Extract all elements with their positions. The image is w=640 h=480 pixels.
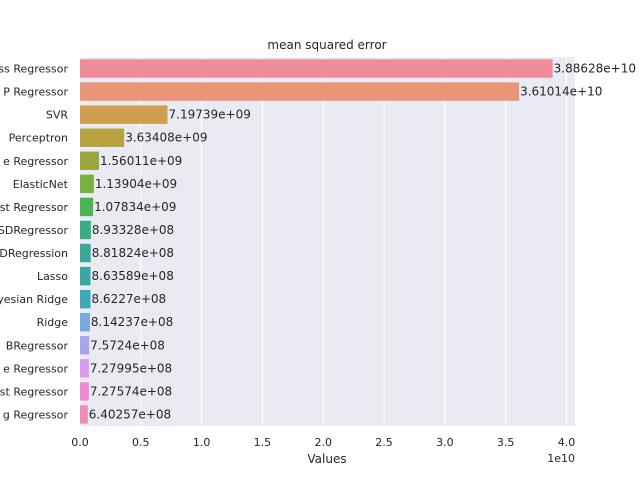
data-label: 3.63408e+09	[125, 131, 207, 145]
bar	[80, 220, 91, 240]
data-label: 1.13904e+09	[95, 177, 177, 191]
category-label: ss Regressor	[0, 63, 68, 76]
bar	[80, 312, 90, 332]
bar	[80, 128, 125, 147]
bar	[80, 243, 91, 263]
category-labels: ss Regressor P Regressor SVR Perceptron e Re…	[0, 63, 69, 422]
category-label: e Regressor	[3, 155, 68, 168]
bar	[80, 59, 553, 78]
bar	[80, 151, 99, 171]
data-label: 1.56011e+09	[100, 154, 182, 168]
category-label: BRegressor	[6, 339, 69, 352]
category-label: DRegression	[0, 247, 68, 260]
bar	[80, 405, 88, 424]
category-label: SDRegressor	[0, 224, 68, 237]
x-tick-label: 3.0	[436, 436, 454, 449]
data-label: 8.14237e+08	[91, 315, 173, 329]
category-label: Ridge	[37, 316, 69, 329]
data-label: 7.27574e+08	[90, 384, 172, 398]
category-label: e Regressor	[3, 362, 68, 375]
category-label: SVR	[46, 109, 69, 122]
bar	[80, 382, 89, 401]
chart-title: mean squared error	[267, 38, 386, 52]
x-axis-offset-label: 1e10	[547, 452, 575, 465]
x-axis-label: Values	[307, 452, 346, 466]
data-label: 8.81824e+08	[92, 246, 174, 260]
category-label: st Regressor	[0, 201, 68, 214]
bar	[80, 266, 91, 286]
data-label: 8.63589e+08	[92, 269, 174, 283]
x-tick-label: 1.5	[254, 436, 272, 449]
x-tick-label: 3.5	[497, 436, 515, 449]
bar	[80, 359, 89, 378]
data-label: 8.93328e+08	[92, 223, 174, 237]
bar	[80, 105, 168, 124]
category-label: ElasticNet	[13, 178, 69, 191]
bar	[80, 174, 94, 194]
data-label: 3.61014e+10	[520, 85, 602, 99]
bar	[80, 197, 94, 217]
category-label: yesian Ridge	[0, 293, 68, 306]
data-label: 7.5724e+08	[90, 338, 165, 352]
bar	[80, 336, 90, 355]
category-label: P Regressor	[3, 86, 68, 99]
bar	[80, 82, 520, 101]
x-tick-label: 0.0	[71, 436, 89, 449]
data-label: 7.27995e+08	[90, 361, 172, 375]
value-labels: 3.88628e+10 3.61014e+10 7.19739e+09 3.63408…	[89, 62, 636, 422]
x-tick-label: 4.0	[558, 436, 576, 449]
category-label: g Regressor	[3, 408, 69, 421]
data-label: 1.07834e+09	[94, 200, 176, 214]
x-tick-label: 1.0	[193, 436, 211, 449]
category-label: Perceptron	[9, 132, 68, 145]
data-label: 7.19739e+09	[169, 108, 251, 122]
category-label: Lasso	[37, 270, 68, 283]
category-label: st Regressor	[0, 385, 68, 398]
bars	[80, 59, 553, 424]
x-tick-label: 2.5	[375, 436, 393, 449]
x-tick-label: 0.5	[132, 436, 150, 449]
data-label: 8.6227e+08	[91, 292, 166, 306]
x-tick-label: 2.0	[314, 436, 332, 449]
bar	[80, 289, 91, 309]
x-tick-labels: 0.0 0.5 1.0 1.5 2.0 2.5 3.0 3.5 4.0	[71, 436, 575, 449]
data-label: 3.88628e+10	[554, 62, 636, 76]
data-label: 6.40257e+08	[89, 407, 171, 421]
